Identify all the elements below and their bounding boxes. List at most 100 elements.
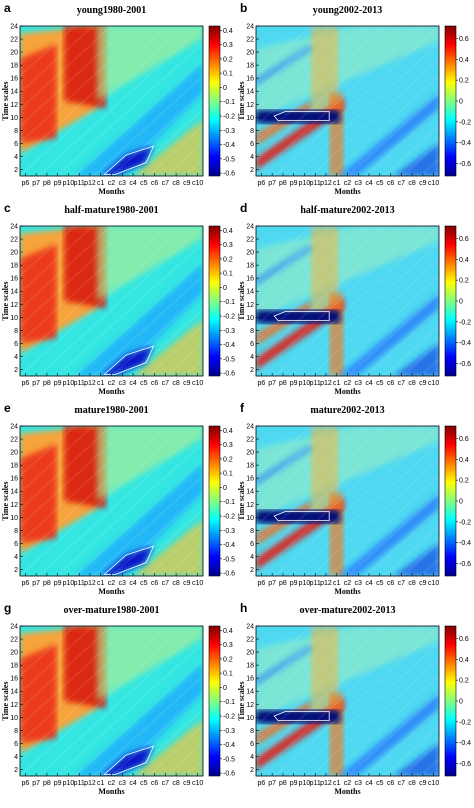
x-tick-label: p9 [290,780,298,787]
colorbar [444,225,457,377]
x-tick-label: p6 [21,580,29,587]
colorbar-tick-label: -0.4 [223,742,235,749]
x-tick-label: p11 [74,780,85,787]
heatmap-stripe [20,226,186,376]
y-tick-label: 6 [250,741,254,748]
x-tick-label: c2 [344,780,352,787]
y-tick-label: 6 [14,541,18,548]
heatmap-stripe [365,307,439,376]
heatmap-stripe [20,626,131,728]
x-tick-label: p9 [290,180,298,187]
colorbar-tick-label: 0 [459,699,463,706]
x-tick-label: c9 [419,180,427,187]
x-tick-label: p6 [257,380,265,387]
colorbar-tick-label: -0.1 [223,699,235,706]
y-tick-label: 22 [246,437,254,444]
x-tick-label: c9 [183,180,191,187]
colorbar-tick-label: -0.4 [223,342,235,349]
y-tick-label: 10 [10,115,18,122]
x-tick-label: p12 [320,180,332,187]
heatmap-stripe [256,26,385,145]
x-tick-label: p6 [257,180,265,187]
x-tick-label: c5 [140,180,148,187]
colorbar-tick-label: 0.3 [223,242,233,249]
heatmap-stripe [20,626,76,678]
heatmap-stripe [20,26,168,161]
x-tick-label: p8 [43,380,51,387]
y-tick-label: 16 [246,276,254,283]
heatmap-stripe [365,107,439,176]
heatmap-stripe [383,724,439,776]
panel-title: half-mature1980-2001 [64,205,158,216]
y-tick-label: 16 [10,676,18,683]
colorbar-tick-label: 0.4 [223,428,233,435]
heatmap-stripe [147,524,203,576]
y-tick-label: 18 [246,63,254,70]
y-tick-label: 10 [246,515,254,522]
heatmap-upper-region [256,426,439,519]
colorbar-tick-label: 0.6 [459,636,469,643]
colorbar-tick-label: 0.2 [223,56,233,63]
x-tick-label: p6 [257,780,265,787]
x-tick-label: p11 [74,580,85,587]
colorbar-tick-label: -0.6 [459,761,471,768]
heatmap-stripe [20,226,131,328]
heatmap-stripe [74,657,203,776]
panel-letter: d [240,201,247,215]
heatmap-stripe [55,441,203,576]
x-tick-label: c4 [365,380,373,387]
colorbar-tick-label: -0.2 [223,314,235,321]
colorbar-tick-label: 0.6 [459,236,469,243]
heatmap-area [256,426,439,576]
heatmap-stripe [165,141,203,176]
colorbar-tick-label: -0.1 [223,299,235,306]
y-tick-label: 22 [246,237,254,244]
heatmap-cool-patch [102,546,154,576]
x-tick-label: c4 [129,380,137,387]
x-tick-label: c7 [398,180,406,187]
x-tick-label: c6 [151,180,159,187]
y-tick-label: 18 [10,463,18,470]
heatmap-stripe [20,426,76,478]
colorbar-tick-label: 0 [459,299,463,306]
heatmap-stripe [346,691,439,776]
y-tick-label: 24 [10,424,18,431]
colorbar-tick-label: 0.4 [459,657,469,664]
heatmap-stripe [20,426,131,528]
colorbar-tick-label: -0.6 [459,561,471,568]
colorbar-tick-label: 0 [223,285,227,292]
y-tick-label: 8 [250,528,254,535]
y-tick-label: 2 [14,367,18,374]
y-tick-label: 6 [14,141,18,148]
x-tick-label: c6 [151,780,159,787]
colorbar-tick-label: 0.2 [459,678,469,685]
x-tick-label: p12 [84,780,96,787]
colorbar-tick-label: 0.2 [223,256,233,263]
colorbar-tick-label: 0.3 [223,642,233,649]
y-tick-label: 4 [14,554,18,561]
y-tick-label: 2 [250,367,254,374]
heatmap-stripe [37,626,203,776]
heatmap-stripe [92,274,203,376]
heatmap-hot-column [63,26,107,109]
y-tick-label: 18 [10,63,18,70]
heatmap-upper-region [256,226,439,319]
x-tick-label: c5 [140,580,148,587]
heatmap-stripe [256,226,422,376]
y-tick-label: 18 [10,263,18,270]
y-tick-label: 20 [10,250,18,257]
x-tick-label: c8 [408,180,416,187]
x-tick-label: c2 [344,380,352,387]
heatmap-upper-right [96,226,203,301]
heatmap-stripe [256,626,349,711]
y-tick-label: 24 [10,224,18,231]
colorbar [208,25,221,177]
colorbar [208,625,221,777]
y-tick-label: 24 [246,24,254,31]
significance-contour [103,345,155,375]
colorbar-tick-label: -0.5 [223,356,235,363]
x-tick-label: c2 [344,580,352,587]
heatmap-stripe [401,741,439,776]
x-tick-label: c1 [97,580,105,587]
